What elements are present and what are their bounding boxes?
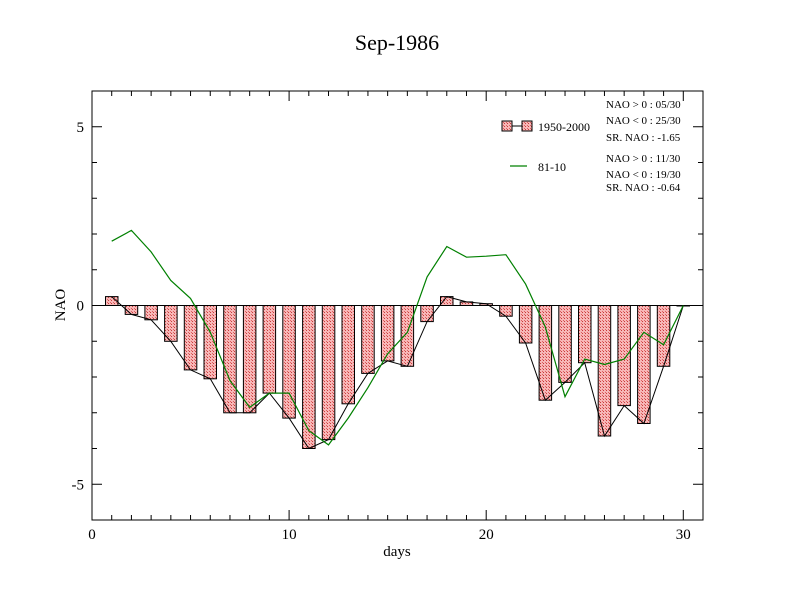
legend-line-label: 81-10 — [538, 160, 566, 174]
bar-day-3 — [144, 305, 158, 321]
bar-day-14 — [361, 305, 375, 374]
line-stat-sr: SR. NAO : -0.64 — [606, 182, 681, 194]
bar-day-24 — [558, 305, 572, 383]
line-stat-negative: NAO < 0 : 19/30 — [606, 169, 681, 181]
bar-day-13 — [341, 305, 355, 405]
bar-tip-line — [111, 296, 684, 450]
bar-day-17 — [420, 305, 434, 323]
y-tick-label: 0 — [77, 299, 85, 315]
x-axis-label: days — [383, 544, 411, 560]
y-tick-label: 5 — [77, 120, 85, 136]
y-axis-label: NAO — [53, 289, 69, 322]
x-tick-label: 0 — [88, 527, 96, 543]
legend-bar-label: 1950-2000 — [538, 120, 590, 134]
bar-day-21 — [499, 305, 513, 317]
chart-title: Sep-1986 — [355, 30, 439, 55]
bar-day-11 — [302, 305, 316, 449]
series-line-81-10 — [111, 229, 684, 446]
legend: 1950-2000 81-10 NAO > 0 : 05/30 NAO < 0 … — [501, 99, 681, 194]
x-tick-label: 20 — [479, 527, 494, 543]
bar-day-27 — [617, 305, 631, 407]
legend-bar-swatch — [521, 120, 533, 132]
bar-day-28 — [637, 305, 651, 424]
bar-day-5 — [183, 305, 198, 371]
legend-bar-swatch — [501, 120, 513, 132]
x-tick-label: 10 — [282, 527, 297, 543]
bar-stat-sr: SR. NAO : -1.65 — [606, 132, 681, 144]
bar-day-8 — [242, 305, 257, 414]
axis-ticks: 0 10 20 30 -5 0 5 — [72, 90, 704, 543]
line-stat-positive: NAO > 0 : 11/30 — [606, 153, 681, 165]
y-tick-label: -5 — [72, 477, 85, 493]
bar-day-26 — [597, 305, 612, 437]
plot-area — [95, 229, 696, 450]
bar-stat-negative: NAO < 0 : 25/30 — [606, 115, 681, 127]
bar-day-9 — [262, 305, 277, 394]
x-tick-label: 30 — [676, 527, 691, 543]
bar-day-7 — [223, 305, 237, 414]
bar-day-12 — [321, 305, 336, 441]
bar-day-23 — [538, 305, 553, 401]
bar-day-15 — [380, 305, 395, 362]
bar-day-25 — [578, 305, 592, 364]
bar-stat-positive: NAO > 0 : 05/30 — [606, 99, 681, 111]
